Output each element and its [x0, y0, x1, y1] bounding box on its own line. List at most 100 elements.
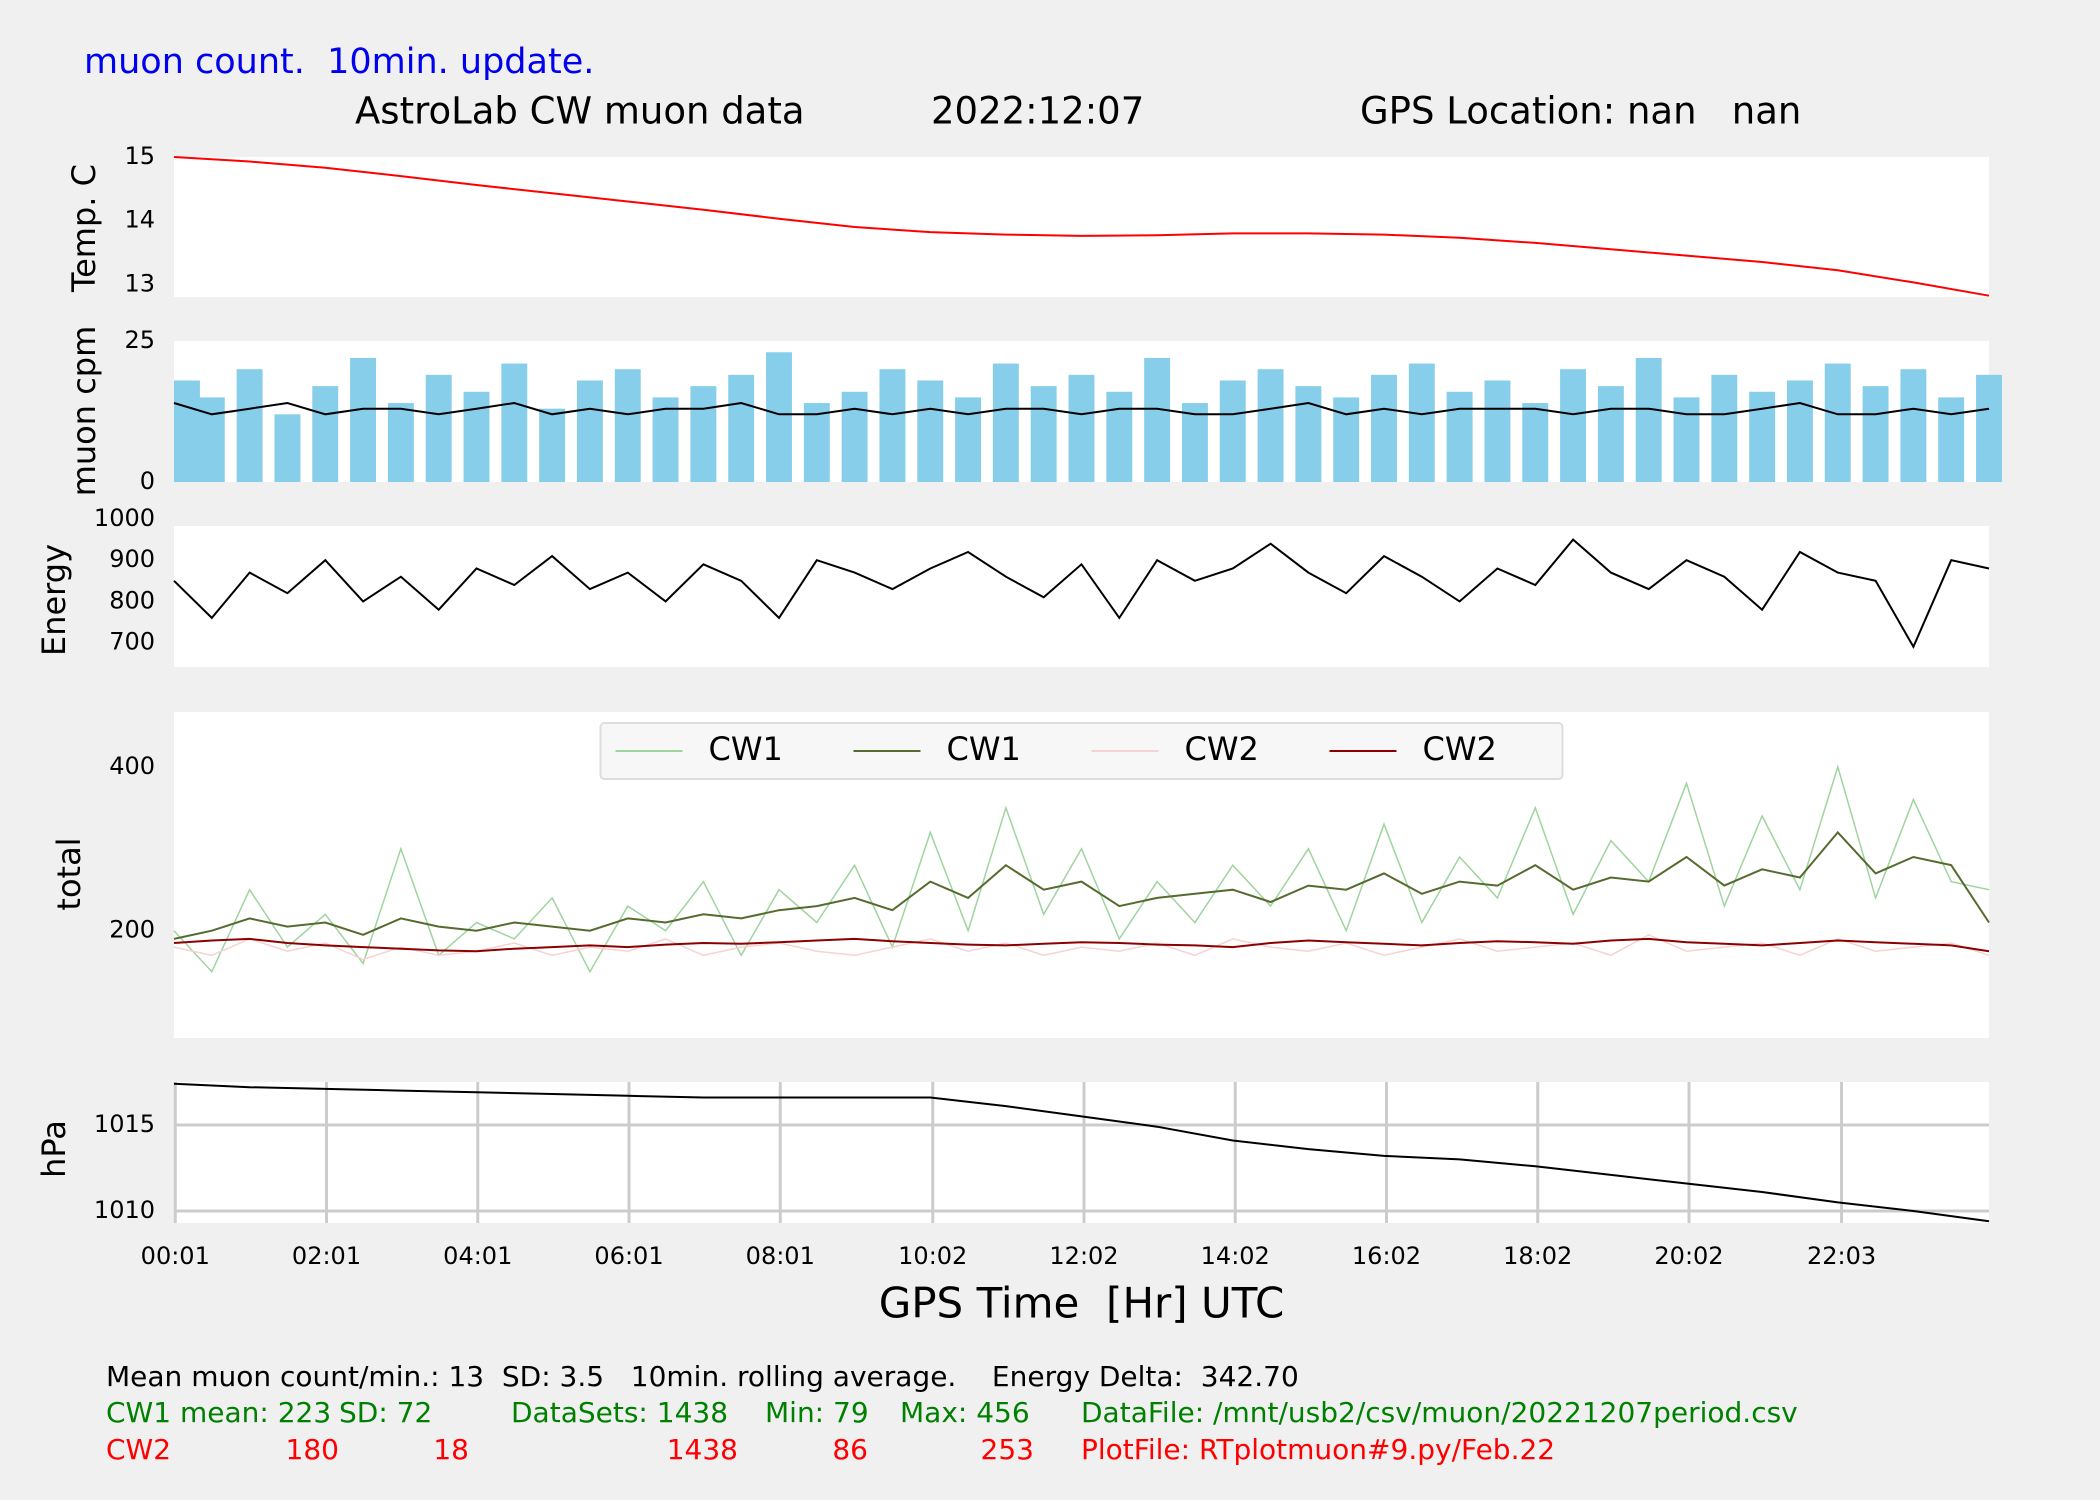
bar — [992, 363, 1019, 482]
bar — [1408, 363, 1435, 482]
data-line — [173, 156, 1990, 297]
x-tick-label: 16:02 — [1352, 1242, 1421, 1270]
bar — [1900, 369, 1927, 482]
bar — [1219, 380, 1246, 482]
y-axis-label: Temp. C — [65, 164, 103, 293]
bar — [1862, 386, 1889, 482]
bar — [198, 397, 225, 482]
bar — [728, 374, 755, 482]
bar — [917, 380, 944, 482]
y-axis-label: total — [50, 837, 88, 910]
cw2-stat: 18 — [433, 1433, 469, 1466]
bar — [1976, 374, 2002, 482]
y-tick-label: 15 — [124, 142, 155, 170]
data-line — [173, 764, 1990, 974]
bar — [1560, 369, 1587, 482]
bar — [501, 363, 528, 482]
summary: Mean muon count/min.: 13 SD: 3.5 10min. … — [106, 1360, 1299, 1393]
bar — [539, 408, 566, 482]
y-tick-label: 13 — [124, 269, 155, 297]
bar — [1106, 391, 1133, 482]
bar — [1181, 403, 1208, 482]
y-tick-label: 14 — [124, 206, 155, 234]
y-tick-label: 200 — [109, 916, 155, 944]
bar — [312, 386, 339, 482]
cw1-stat: Max: 456 — [900, 1396, 1030, 1429]
y-tick-label: 1000 — [94, 504, 155, 532]
bar — [841, 391, 868, 482]
bar — [1597, 386, 1624, 482]
cw2-stat: 1438 — [667, 1433, 738, 1466]
bar — [879, 369, 906, 482]
cw2-stat: 253 — [981, 1433, 1034, 1466]
bar — [1295, 386, 1322, 482]
bar — [1673, 397, 1700, 482]
data-line — [173, 1082, 1990, 1223]
bar — [174, 380, 200, 482]
x-tick-label: 08:01 — [746, 1242, 815, 1270]
cw2-stat: PlotFile: RTplotmuon#9.py/Feb.22 — [1081, 1433, 1555, 1466]
y-tick-label: 1010 — [94, 1196, 155, 1224]
x-tick-label: 10:02 — [898, 1242, 967, 1270]
bar — [350, 357, 377, 482]
y-tick-label: 700 — [109, 628, 155, 656]
bar — [236, 369, 263, 482]
bar — [1144, 357, 1171, 482]
y-tick-label: 1015 — [94, 1110, 155, 1138]
y-tick-label: 900 — [109, 545, 155, 573]
bar — [803, 403, 830, 482]
y-tick-label: 0 — [140, 467, 155, 495]
bar — [1635, 357, 1662, 482]
bar — [1484, 380, 1511, 482]
bar — [1371, 374, 1397, 482]
bar — [614, 369, 641, 482]
plot-area — [174, 526, 1989, 667]
plot-area — [174, 157, 1989, 297]
update-note: muon count. 10min. update. — [84, 42, 594, 82]
bar — [576, 380, 603, 482]
bar — [652, 397, 679, 482]
legend-label: CW2 — [1185, 730, 1259, 768]
bar — [955, 397, 982, 482]
y-tick-label: 25 — [124, 326, 155, 354]
bar — [425, 374, 452, 482]
cw1-stat: SD: 72 — [339, 1396, 432, 1429]
x-tick-label: 06:01 — [594, 1242, 663, 1270]
legend-label: CW1 — [709, 730, 783, 768]
x-tick-label: 22:03 — [1807, 1242, 1876, 1270]
plot-area — [174, 1082, 1989, 1223]
y-tick-label: 800 — [109, 586, 155, 614]
bar — [1257, 369, 1284, 482]
bar — [274, 414, 301, 482]
y-axis-label: muon cpm — [65, 326, 103, 497]
cw2-stat: 86 — [832, 1433, 868, 1466]
x-tick-label: 14:02 — [1201, 1242, 1270, 1270]
x-tick-label: 00:01 — [141, 1242, 210, 1270]
x-tick-label: 02:01 — [292, 1242, 361, 1270]
location: GPS Location: nan nan — [1360, 90, 1801, 133]
bar — [1522, 403, 1549, 482]
title: AstroLab CW muon data — [355, 90, 805, 133]
x-axis-label: GPS Time [Hr] UTC — [879, 1279, 1285, 1328]
x-tick-label: 20:02 — [1654, 1242, 1723, 1270]
bar — [1030, 386, 1057, 482]
x-tick-label: 04:01 — [443, 1242, 512, 1270]
data-line — [173, 937, 1990, 953]
bar — [1333, 397, 1360, 482]
date: 2022:12:07 — [931, 90, 1144, 133]
x-tick-label: 18:02 — [1503, 1242, 1572, 1270]
cw2-stat: 180 — [286, 1433, 339, 1466]
legend-label: CW2 — [1423, 730, 1497, 768]
legend-label: CW1 — [947, 730, 1021, 768]
bar — [1786, 380, 1813, 482]
cw2-stat: CW2 — [106, 1433, 171, 1466]
cw1-stat: DataFile: /mnt/usb2/csv/muon/20221207per… — [1081, 1396, 1798, 1429]
bar — [1446, 391, 1473, 482]
y-axis-label: hPa — [35, 1120, 73, 1178]
data-line — [173, 538, 1990, 650]
bar — [463, 391, 490, 482]
bar — [1711, 374, 1738, 482]
bar — [766, 352, 792, 482]
bar — [1824, 363, 1851, 482]
